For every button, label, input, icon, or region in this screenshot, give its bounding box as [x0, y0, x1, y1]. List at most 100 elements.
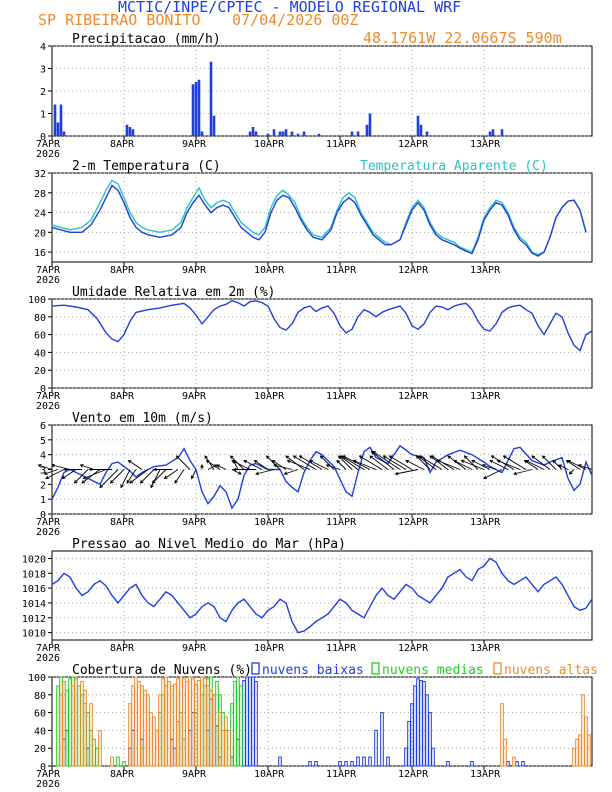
wind-arrow-head	[552, 459, 557, 464]
legend-swatch	[371, 662, 380, 675]
y-tick-label: 6	[40, 421, 46, 432]
cloud-bar	[131, 685, 135, 767]
panel-frame	[51, 172, 593, 263]
x-tick-label: 13APR	[470, 517, 501, 528]
legend-swatch	[251, 662, 260, 675]
cloud-bar	[572, 747, 576, 767]
cloud-bar	[170, 685, 174, 767]
cloud-bar	[248, 676, 252, 767]
precip-bar	[59, 104, 63, 136]
cloud-bar	[344, 761, 348, 767]
precip-bar	[200, 131, 204, 136]
y-tick-label: 60	[34, 331, 46, 342]
x-tick-label: 9APR	[182, 139, 207, 150]
wind-arrow	[437, 460, 461, 470]
wind-arrow	[83, 469, 107, 479]
y-tick-label: 80	[34, 313, 46, 324]
wind-arrow-head	[567, 459, 572, 464]
x-tick-label: 10APR	[254, 643, 285, 654]
wind-arrow-head	[481, 464, 486, 468]
wind-arrow-head	[483, 475, 488, 480]
series-line	[51, 179, 587, 256]
precip-bar	[125, 124, 129, 136]
x-tick-label: 7APR	[36, 643, 61, 654]
wind-arrow	[342, 455, 371, 470]
series-line	[51, 557, 593, 634]
precip-bar	[290, 131, 294, 136]
wind-arrow-head	[109, 479, 114, 484]
wind-arrow	[542, 455, 557, 470]
y-tick-label: 1012	[22, 614, 46, 625]
wind-arrow-head	[388, 455, 393, 459]
cloud-bar	[188, 676, 192, 767]
panel-precip	[48, 45, 593, 140]
precip-bar	[368, 113, 372, 136]
wind-arrow-head	[237, 471, 242, 475]
cloud-bar	[407, 721, 411, 767]
x-tick-label: 10APR	[254, 265, 285, 276]
wind-arrow-head	[531, 455, 536, 459]
panel-wind	[37, 424, 593, 518]
wind-arrow	[174, 469, 185, 484]
cloud-bar	[137, 680, 141, 767]
precip-bar	[356, 131, 360, 136]
legend-swatch	[493, 662, 502, 675]
header-coords: 48.1761W 22.0667S 590m	[363, 29, 562, 47]
wind-arrow-head	[126, 479, 130, 484]
cloud-bar	[278, 756, 282, 767]
wind-arrow-head	[81, 480, 86, 484]
precip-bar	[416, 115, 420, 136]
wind-arrow	[558, 464, 569, 470]
series-line	[51, 184, 587, 257]
x-tick-label: 13APR	[470, 139, 501, 150]
precip-bar	[56, 122, 60, 136]
precip-bar	[350, 131, 354, 136]
cloud-bar	[233, 680, 237, 767]
cloud-bar	[251, 676, 255, 767]
precip-bar	[62, 131, 66, 136]
cloud-bar	[164, 676, 168, 767]
panel-frame	[51, 550, 593, 641]
wind-arrow	[62, 469, 77, 479]
cloud-bar	[446, 761, 450, 767]
wind-arrow-head	[342, 455, 347, 459]
wind-arrow	[254, 460, 269, 470]
wind-arrow-head	[200, 464, 204, 468]
wind-arrow-head	[447, 455, 452, 459]
wind-arrow-head	[88, 467, 93, 472]
year-label: 2026	[36, 527, 60, 538]
x-tick-label: 13APR	[470, 265, 501, 276]
wind-arrow-head	[253, 459, 258, 464]
y-tick-label: 0	[40, 132, 46, 143]
wind-arrow-head	[285, 455, 290, 459]
precip-bar	[251, 127, 255, 136]
y-tick-label: 24	[34, 209, 46, 220]
cloud-bar	[80, 680, 84, 767]
wind-arrow-head	[61, 475, 66, 480]
x-tick-label: 11APR	[326, 769, 357, 780]
x-tick-label: 10APR	[254, 769, 285, 780]
wind-arrow-head	[153, 467, 157, 472]
y-tick-label: 3	[40, 65, 46, 76]
precip-bar	[212, 115, 216, 136]
cloud-bar	[245, 676, 249, 767]
x-tick-label: 13APR	[470, 391, 501, 402]
wind-arrow-head	[271, 459, 276, 464]
cloud-bar	[89, 703, 93, 767]
y-tick-label: 100	[28, 295, 46, 306]
wind-arrow-head	[502, 455, 507, 459]
legend-label: nuvens altas	[504, 663, 598, 678]
y-tick-label: 1020	[22, 554, 46, 565]
wind-arrow	[353, 460, 377, 470]
x-tick-label: 11APR	[326, 391, 357, 402]
cloud-bar	[581, 694, 585, 767]
cloud-bar	[95, 747, 99, 767]
cloud-bar	[224, 716, 228, 767]
x-tick-label: 7APR	[36, 517, 61, 528]
wind-arrow	[38, 464, 53, 470]
y-tick-label: 40	[34, 348, 46, 359]
wind-arrow	[152, 469, 167, 484]
precip-bar	[365, 124, 369, 136]
wind-arrow-head	[325, 464, 330, 468]
